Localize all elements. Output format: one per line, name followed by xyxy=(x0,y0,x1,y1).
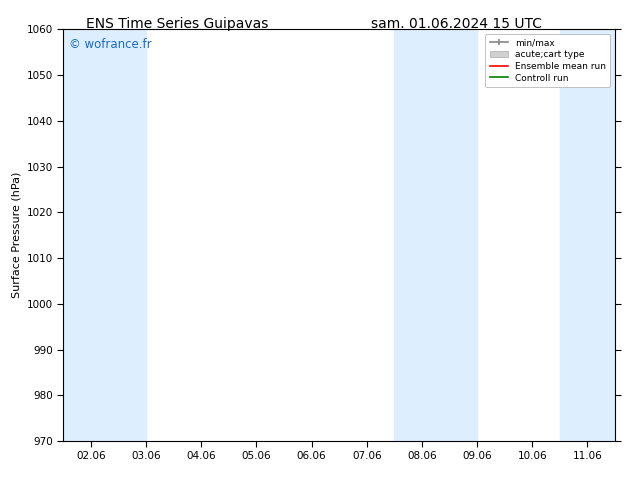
Bar xyxy=(394,29,477,441)
Y-axis label: Surface Pressure (hPa): Surface Pressure (hPa) xyxy=(11,172,21,298)
Text: sam. 01.06.2024 15 UTC: sam. 01.06.2024 15 UTC xyxy=(371,17,542,31)
Text: © wofrance.fr: © wofrance.fr xyxy=(69,38,152,50)
Text: ENS Time Series Guipavas: ENS Time Series Guipavas xyxy=(86,17,269,31)
Bar xyxy=(560,29,615,441)
Bar xyxy=(63,29,146,441)
Legend: min/max, acute;cart type, Ensemble mean run, Controll run: min/max, acute;cart type, Ensemble mean … xyxy=(485,34,611,87)
